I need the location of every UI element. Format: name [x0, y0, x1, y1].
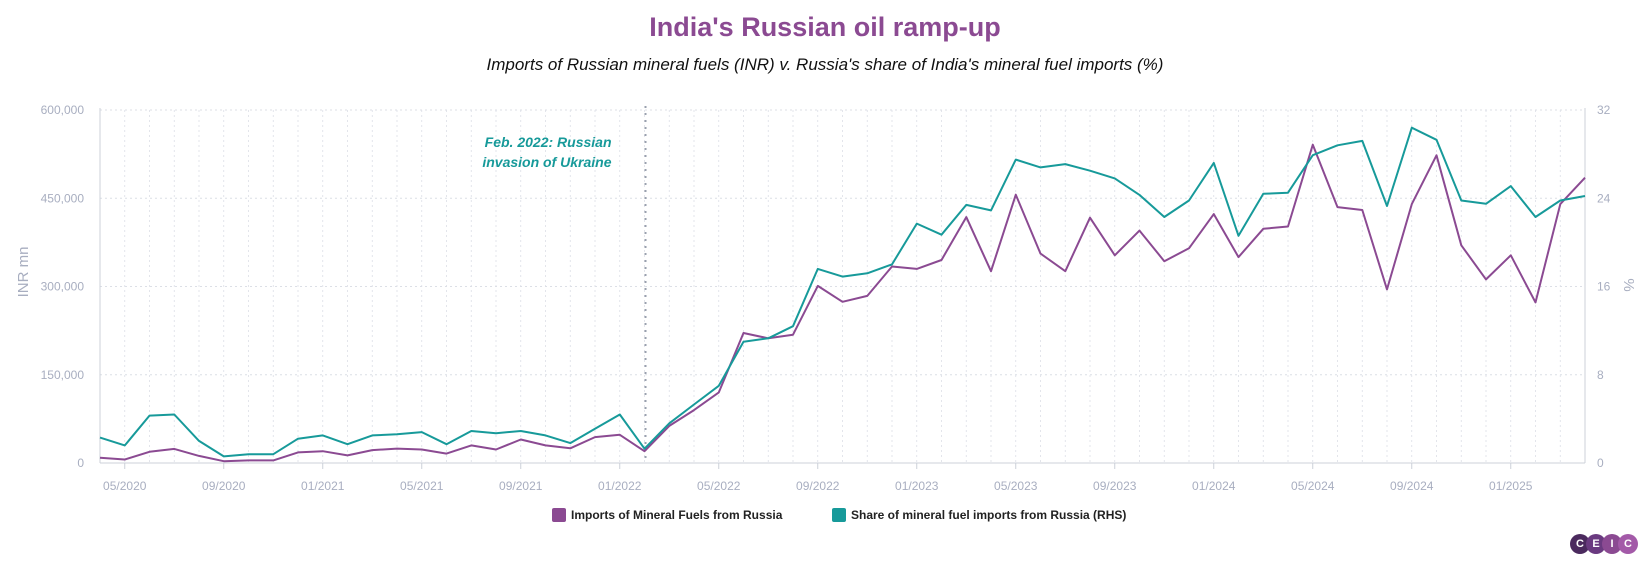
y2-tick-label: 24	[1597, 191, 1611, 205]
series-line-imports	[99, 143, 1586, 463]
x-tick-label: 01/2023	[895, 479, 939, 493]
legend-label-imports: Imports of Mineral Fuels from Russia	[571, 508, 783, 522]
legend-label-share: Share of mineral fuel imports from Russi…	[851, 508, 1126, 522]
annotation-line-1: Feb. 2022: Russian	[485, 134, 612, 150]
chart-title: India's Russian oil ramp-up	[649, 12, 1001, 42]
y2-tick-label: 8	[1597, 368, 1604, 382]
x-tick-label: 09/2020	[202, 479, 246, 493]
y-tick-label: 600,000	[41, 103, 85, 117]
series-line-share	[99, 126, 1586, 458]
x-tick-label: 09/2022	[796, 479, 840, 493]
annotation-line-2: invasion of Ukraine	[482, 154, 611, 170]
x-tick-label: 01/2025	[1489, 479, 1533, 493]
y-tick-label: 150,000	[41, 368, 85, 382]
x-tick-label: 01/2024	[1192, 479, 1236, 493]
x-tick-label: 01/2022	[598, 479, 642, 493]
x-tick-label: 09/2023	[1093, 479, 1137, 493]
logo-letter: I	[1602, 534, 1622, 554]
x-tick-label: 05/2022	[697, 479, 741, 493]
ceic-logo: C E I C	[1570, 534, 1640, 554]
x-tick-label: 05/2021	[400, 479, 444, 493]
x-tick-label: 05/2023	[994, 479, 1038, 493]
logo-letter: E	[1586, 534, 1606, 554]
y2-tick-label: 0	[1597, 456, 1604, 470]
y-tick-label: 0	[77, 456, 84, 470]
x-tick-label: 05/2024	[1291, 479, 1335, 493]
logo-letter: C	[1570, 534, 1590, 554]
legend-swatch-share	[832, 508, 846, 522]
x-tick-label: 05/2020	[103, 479, 147, 493]
y-tick-label: 300,000	[41, 280, 85, 294]
x-tick-label: 09/2021	[499, 479, 543, 493]
x-tick-label: 09/2024	[1390, 479, 1434, 493]
series	[99, 126, 1586, 463]
chart-subtitle: Imports of Russian mineral fuels (INR) v…	[486, 55, 1164, 74]
legend-swatch-imports	[552, 508, 566, 522]
y-axis-title: INR mn	[15, 247, 32, 298]
grid	[100, 109, 1586, 463]
logo-letter: C	[1618, 534, 1638, 554]
y2-axis-title: %	[1620, 278, 1637, 291]
y2-tick-label: 16	[1597, 280, 1611, 294]
axes: 0 0 150,000 8 300,000 16 450,000 24 600,000 32 05/…	[41, 103, 1611, 493]
y-tick-label: 450,000	[41, 191, 85, 205]
x-tick-label: 01/2021	[301, 479, 345, 493]
legend: Imports of Mineral Fuels from Russia Sha…	[552, 508, 1126, 522]
y2-tick-label: 32	[1597, 103, 1611, 117]
